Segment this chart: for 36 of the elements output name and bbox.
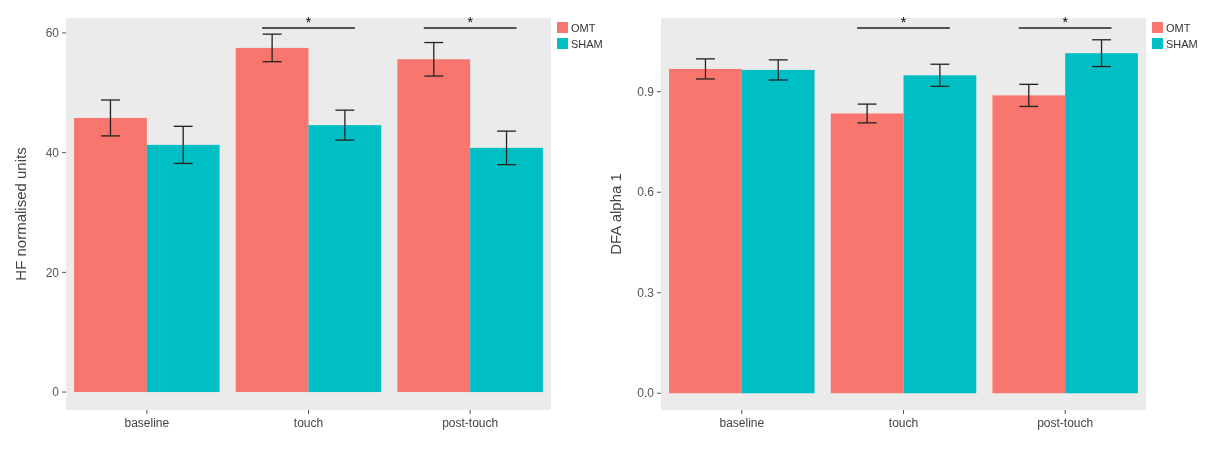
bar [903,75,977,394]
bar [397,59,471,393]
bar [235,47,309,393]
y-tick-label: 0 [52,385,60,400]
annotation: * [305,14,312,30]
bar [470,147,543,393]
bar [830,113,904,394]
bar [1065,53,1138,394]
y-tick-label: 0.0 [637,386,655,401]
x-tick-label: baseline [124,416,170,430]
bar [741,69,815,394]
y-tick-label: 20 [45,265,60,280]
x-tick-label: post-touch [1037,416,1094,430]
legend-label: SHAM [571,37,603,50]
y-tick-label: 0.9 [637,84,655,99]
legend-label: SHAM [1166,37,1198,50]
annotation: * [1062,14,1069,30]
x-tick-label: touch [293,416,324,430]
legend-label: OMT [1166,21,1191,34]
y-tick-label: 0.6 [637,185,655,200]
y-axis-title: DFA alpha 1 [607,173,624,255]
x-tick-label: baseline [719,416,765,430]
annotation: * [900,14,907,30]
bar [669,68,742,394]
bar [74,117,147,393]
x-tick-label: touch [888,416,919,430]
legend-label: OMT [571,21,596,34]
y-tick-label: 40 [45,145,60,160]
y-axis-title: HF normalised units [12,147,29,281]
bar [308,125,382,393]
x-tick-label: post-touch [442,416,499,430]
bar [146,144,220,393]
y-tick-label: 60 [45,26,60,41]
bar [992,95,1066,394]
annotation: * [467,14,474,30]
y-tick-label: 0.3 [637,285,655,300]
